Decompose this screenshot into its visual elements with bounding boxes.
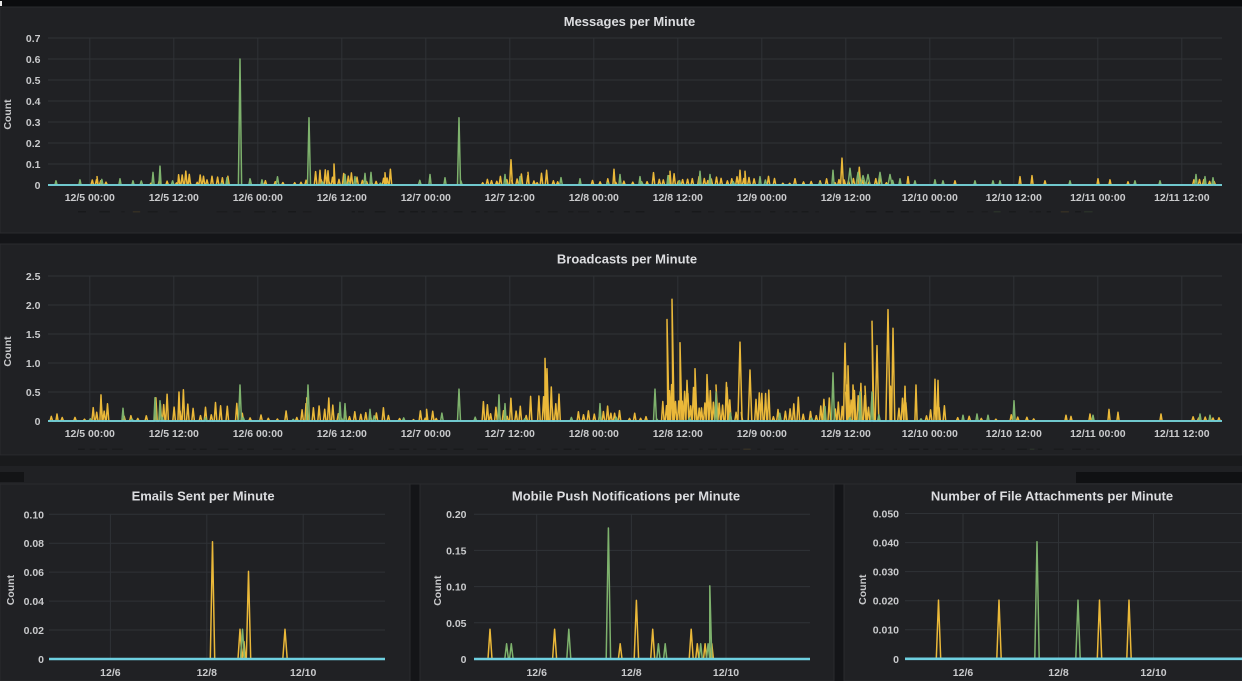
- svg-text:12/11 00:00: 12/11 00:00: [1070, 192, 1126, 204]
- svg-text:12/7 00:00: 12/7 00:00: [401, 428, 451, 440]
- svg-text:12/9 12:00: 12/9 12:00: [821, 428, 871, 440]
- svg-text:12/9 00:00: 12/9 00:00: [737, 428, 787, 440]
- svg-text:0: 0: [38, 654, 44, 666]
- svg-text:Count: Count: [857, 574, 869, 605]
- svg-text:12/9 12:00: 12/9 12:00: [821, 192, 871, 204]
- svg-text:12/10: 12/10: [1140, 667, 1166, 679]
- svg-text:12/6 00:00: 12/6 00:00: [233, 428, 283, 440]
- svg-text:Count: Count: [2, 99, 14, 130]
- svg-text:0.4: 0.4: [26, 96, 41, 108]
- svg-text:0.10: 0.10: [24, 509, 45, 521]
- svg-text:12/10 00:00: 12/10 00:00: [902, 192, 958, 204]
- svg-text:0.030: 0.030: [873, 567, 899, 579]
- svg-text:12/8: 12/8: [1048, 667, 1069, 679]
- svg-text:0.02: 0.02: [24, 625, 45, 637]
- svg-text:12/10: 12/10: [290, 667, 316, 679]
- svg-text:0.6: 0.6: [26, 54, 41, 66]
- svg-text:0.5: 0.5: [26, 75, 41, 87]
- svg-text:Messages per Minute: Messages per Minute: [564, 14, 696, 29]
- svg-text:1.0: 1.0: [26, 358, 41, 370]
- svg-text:12/8 00:00: 12/8 00:00: [569, 428, 619, 440]
- svg-text:0.1: 0.1: [26, 159, 41, 171]
- svg-text:Count: Count: [432, 575, 444, 606]
- svg-text:0.040: 0.040: [873, 538, 899, 550]
- svg-text:0.010: 0.010: [873, 625, 899, 637]
- svg-text:0: 0: [35, 180, 41, 192]
- svg-text:12/6: 12/6: [953, 667, 974, 679]
- svg-text:12/5 12:00: 12/5 12:00: [149, 428, 199, 440]
- svg-text:12/6: 12/6: [526, 667, 547, 679]
- svg-text:12/6 12:00: 12/6 12:00: [317, 192, 367, 204]
- svg-text:0: 0: [35, 416, 41, 428]
- svg-text:0.2: 0.2: [26, 138, 41, 150]
- svg-text:12/8 12:00: 12/8 12:00: [653, 192, 703, 204]
- svg-text:12/10 12:00: 12/10 12:00: [986, 428, 1042, 440]
- svg-text:0.06: 0.06: [24, 567, 45, 579]
- svg-text:12/6 12:00: 12/6 12:00: [317, 428, 367, 440]
- svg-text:0.7: 0.7: [26, 33, 41, 45]
- svg-text:12/7 12:00: 12/7 12:00: [485, 192, 535, 204]
- svg-text:12/6: 12/6: [100, 667, 121, 679]
- svg-text:12/5 12:00: 12/5 12:00: [149, 192, 199, 204]
- svg-text:12/10: 12/10: [713, 667, 739, 679]
- svg-text:Count: Count: [5, 574, 17, 605]
- svg-text:12/11 00:00: 12/11 00:00: [1070, 428, 1126, 440]
- svg-text:12/11 12:00: 12/11 12:00: [1154, 192, 1210, 204]
- svg-text:12/7 00:00: 12/7 00:00: [401, 192, 451, 204]
- svg-text:0.05: 0.05: [446, 618, 467, 630]
- svg-text:12/11 12:00: 12/11 12:00: [1154, 428, 1210, 440]
- svg-text:12/9 00:00: 12/9 00:00: [737, 192, 787, 204]
- svg-text:0: 0: [461, 654, 467, 666]
- svg-text:Number of File Attachments per: Number of File Attachments per Minute: [931, 489, 1173, 504]
- svg-text:12/8: 12/8: [621, 667, 642, 679]
- svg-text:0.050: 0.050: [873, 509, 899, 521]
- svg-text:0.10: 0.10: [446, 582, 467, 594]
- svg-text:Count: Count: [2, 336, 14, 367]
- svg-text:0.020: 0.020: [873, 596, 899, 608]
- svg-text:12/5 00:00: 12/5 00:00: [65, 428, 115, 440]
- svg-text:0: 0: [893, 654, 899, 666]
- svg-text:Broadcasts per Minute: Broadcasts per Minute: [557, 252, 697, 267]
- svg-text:0.5: 0.5: [26, 387, 41, 399]
- svg-text:12/8: 12/8: [197, 667, 218, 679]
- svg-text:12/6 00:00: 12/6 00:00: [233, 192, 283, 204]
- svg-text:0.15: 0.15: [446, 545, 467, 557]
- svg-text:12/8 00:00: 12/8 00:00: [569, 192, 619, 204]
- svg-text:12/10 00:00: 12/10 00:00: [902, 428, 958, 440]
- svg-text:Mobile Push Notifications per: Mobile Push Notifications per Minute: [512, 489, 740, 504]
- svg-text:Emails Sent per Minute: Emails Sent per Minute: [132, 489, 275, 504]
- svg-text:0.3: 0.3: [26, 117, 41, 129]
- svg-text:2.5: 2.5: [26, 271, 41, 283]
- svg-text:12/7 12:00: 12/7 12:00: [485, 428, 535, 440]
- svg-text:0.08: 0.08: [24, 538, 45, 550]
- svg-text:0.20: 0.20: [446, 509, 467, 521]
- svg-text:0.04: 0.04: [24, 596, 45, 608]
- svg-text:12/8 12:00: 12/8 12:00: [653, 428, 703, 440]
- svg-text:2.0: 2.0: [26, 300, 41, 312]
- svg-text:12/5 00:00: 12/5 00:00: [65, 192, 115, 204]
- svg-text:1.5: 1.5: [26, 329, 41, 341]
- svg-text:12/10 12:00: 12/10 12:00: [986, 192, 1042, 204]
